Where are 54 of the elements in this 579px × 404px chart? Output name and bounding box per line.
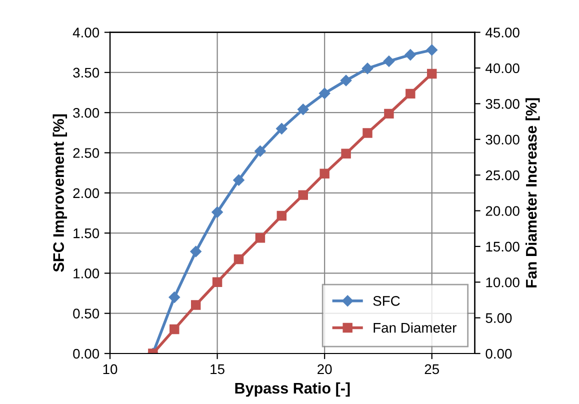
y-tick-label: 3.50 — [73, 68, 100, 78]
y-tick-label: 1.00 — [74, 268, 100, 278]
y2-axis-title: Fan Diameter Increase [%] — [526, 98, 540, 288]
point — [341, 148, 351, 159]
y-tick-label: 0.00 — [73, 348, 100, 359]
y2-tick-label: 45.00 — [486, 28, 520, 38]
y-tick-label: 3.00 — [73, 108, 100, 118]
y-tick-label: 1.50 — [74, 228, 100, 238]
legend-label: Fan Diameter — [374, 322, 456, 333]
y2-tick-label: 30.00 — [486, 134, 520, 145]
legend-label: SFC — [373, 296, 400, 306]
y2-tick-label: 35.00 — [486, 99, 520, 109]
point — [168, 292, 180, 303]
y2-tick-label: 25.00 — [486, 170, 520, 180]
point — [298, 104, 309, 116]
x-tick-label: 20 — [318, 364, 332, 374]
y-tick-label: 4.00 — [72, 28, 100, 38]
y2-tick-label: 20.00 — [486, 206, 520, 216]
point — [384, 108, 394, 119]
point — [233, 174, 244, 186]
point — [320, 168, 330, 178]
y2-tick-label: 10.00 — [486, 277, 520, 288]
x-axis-title: Bypass Ratio [-] — [235, 382, 350, 397]
point — [254, 146, 266, 157]
point — [427, 68, 437, 79]
x-tick-label: 10 — [103, 364, 118, 374]
point — [362, 128, 372, 138]
point — [212, 277, 222, 287]
point — [212, 206, 223, 218]
point — [406, 88, 416, 99]
x-tick-label: 15 — [210, 364, 224, 374]
point — [190, 246, 202, 258]
y-tick-label: 2.00 — [73, 188, 100, 198]
point — [170, 324, 180, 334]
y-tick-label: 2.50 — [73, 148, 100, 158]
point — [255, 233, 266, 243]
y2-tick-label: 5.00 — [486, 313, 512, 323]
point — [362, 62, 374, 74]
point — [276, 123, 288, 134]
point — [340, 74, 352, 86]
x-tick-label: 25 — [424, 364, 440, 374]
y-axis-title: SFC Improvement [%] — [52, 114, 68, 272]
y2-tick-label: 0.00 — [486, 348, 512, 359]
point — [318, 88, 330, 99]
point — [298, 190, 308, 200]
y2-tick-label: 40.00 — [486, 63, 520, 74]
point — [404, 49, 416, 60]
point — [190, 300, 201, 310]
point — [383, 56, 395, 67]
y-tick-label: 0.50 — [73, 308, 100, 319]
point — [276, 210, 287, 221]
y2-tick-label: 15.00 — [486, 242, 520, 252]
point — [426, 44, 438, 56]
point — [234, 254, 244, 264]
